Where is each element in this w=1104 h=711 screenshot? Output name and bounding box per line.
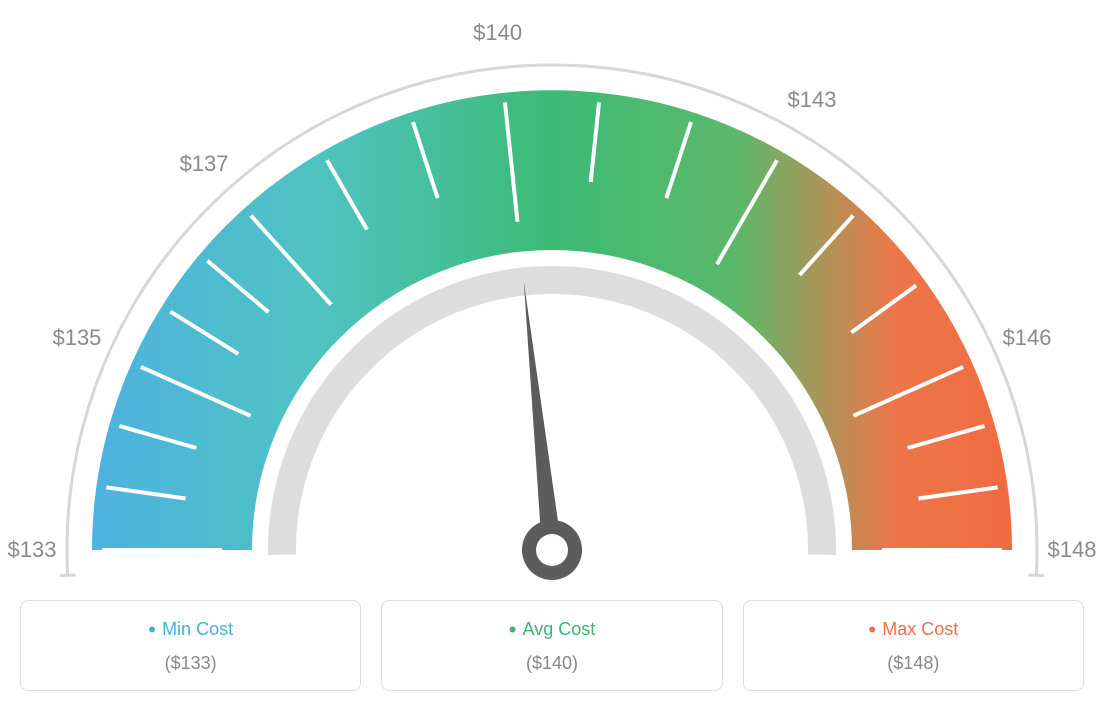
gauge-tick-label: $140 bbox=[473, 20, 522, 46]
cost-gauge-chart: $133$135$137$140$143$146$148 Min Cost ($… bbox=[20, 20, 1084, 691]
gauge-tick-label: $148 bbox=[1048, 537, 1097, 563]
legend-max-card: Max Cost ($148) bbox=[743, 600, 1084, 691]
legend-min-label: Min Cost bbox=[33, 617, 348, 643]
gauge-tick-label: $137 bbox=[180, 151, 229, 177]
gauge-tick-label: $146 bbox=[1003, 325, 1052, 351]
legend-min-value: ($133) bbox=[33, 653, 348, 674]
gauge-area: $133$135$137$140$143$146$148 bbox=[20, 20, 1084, 580]
legend-avg-card: Avg Cost ($140) bbox=[381, 600, 722, 691]
gauge-tick-label: $135 bbox=[52, 325, 101, 351]
legend-avg-value: ($140) bbox=[394, 653, 709, 674]
legend-min-card: Min Cost ($133) bbox=[20, 600, 361, 691]
gauge-tick-label: $143 bbox=[788, 87, 837, 113]
legend-row: Min Cost ($133) Avg Cost ($140) Max Cost… bbox=[20, 600, 1084, 691]
legend-max-value: ($148) bbox=[756, 653, 1071, 674]
gauge-svg bbox=[20, 20, 1084, 580]
legend-max-label: Max Cost bbox=[756, 617, 1071, 643]
gauge-tick-label: $133 bbox=[8, 537, 57, 563]
legend-avg-label: Avg Cost bbox=[394, 617, 709, 643]
